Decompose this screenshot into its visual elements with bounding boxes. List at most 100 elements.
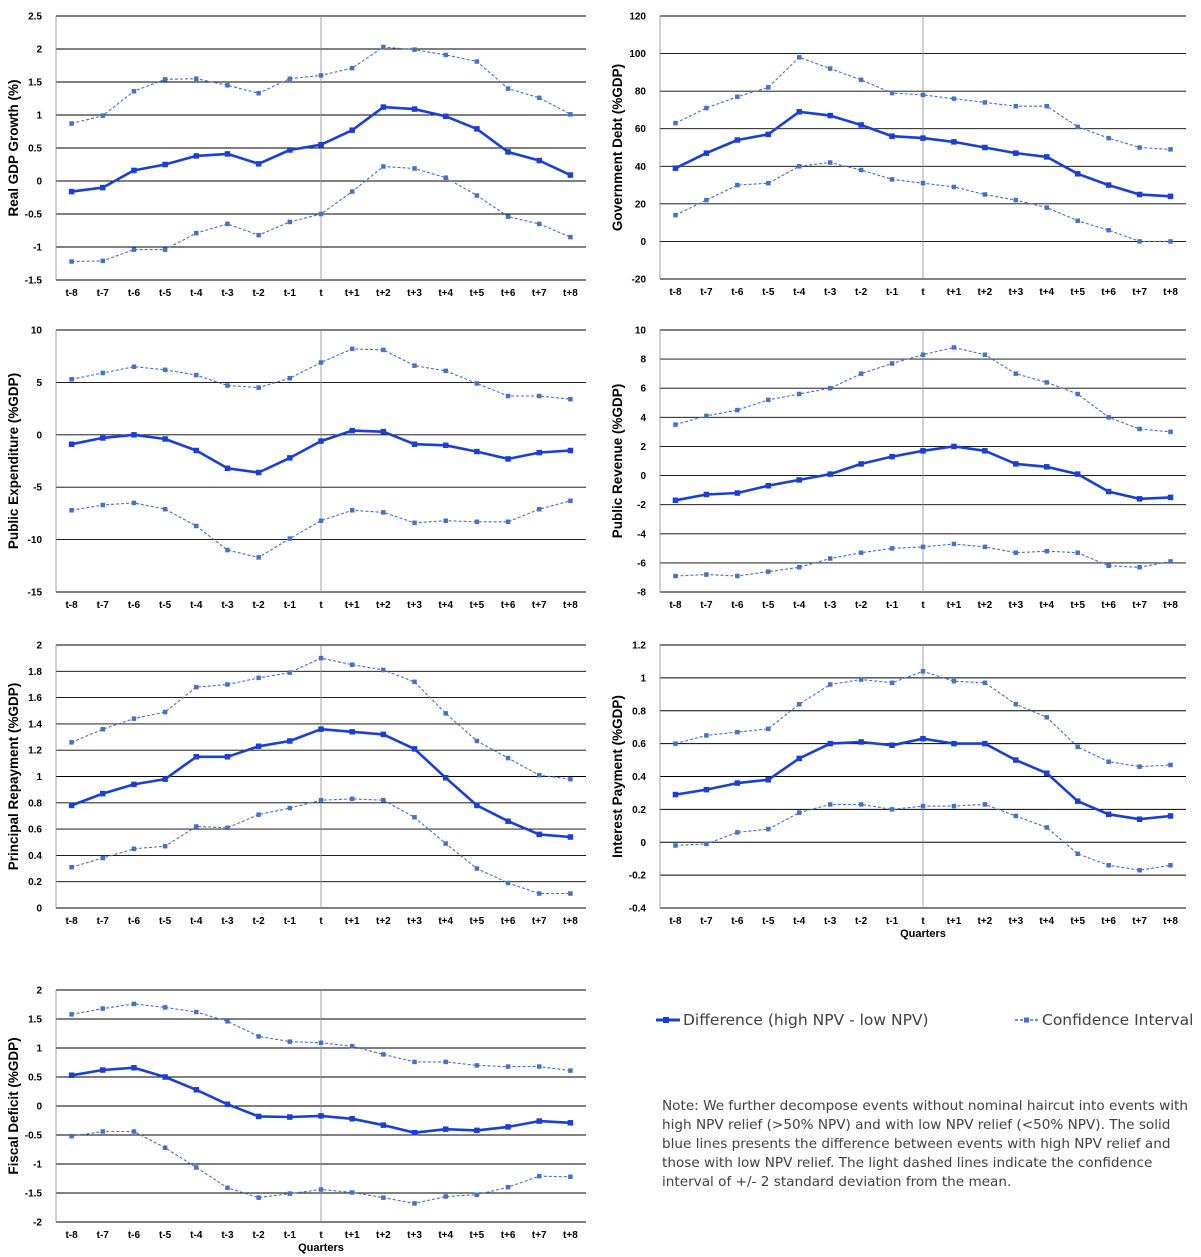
x-tick-label: t+8 (1163, 916, 1178, 927)
data-point-confidence (194, 76, 199, 81)
x-axis-title: Quarters (298, 1242, 344, 1254)
data-point-difference (380, 428, 387, 435)
data-point-confidence (381, 1195, 386, 1200)
data-point-confidence (131, 1001, 137, 1007)
data-point-confidence (1168, 239, 1173, 244)
y-tick-label: 0.6 (28, 825, 42, 836)
y-tick-label: 100 (629, 49, 646, 60)
y-tick-label: -10 (28, 535, 43, 546)
y-tick-label: 2 (640, 442, 646, 453)
data-point-confidence (1168, 429, 1173, 435)
x-tick-label: t+3 (407, 916, 422, 927)
data-point-difference (474, 126, 480, 132)
data-point-confidence (827, 385, 833, 391)
data-point-confidence (536, 221, 542, 227)
data-point-difference (162, 776, 168, 782)
x-tick-label: t+3 (407, 600, 422, 611)
data-point-difference (505, 1124, 511, 1130)
y-tick-label: 0 (640, 471, 646, 482)
y-tick-label: -2 (33, 1218, 42, 1229)
data-point-confidence (256, 555, 261, 560)
data-point-confidence (349, 189, 355, 194)
data-point-difference (951, 443, 957, 450)
y-axis-title: Interest Payment (%GDP) (610, 695, 625, 858)
data-point-confidence (381, 164, 386, 169)
data-point-confidence (1013, 701, 1019, 707)
x-tick-label: t-6 (128, 1230, 141, 1241)
x-tick-label: t+6 (501, 288, 516, 299)
y-tick-label: 1 (36, 111, 42, 122)
data-point-difference (827, 740, 833, 747)
x-tick-label: t+8 (1163, 600, 1178, 611)
data-point-confidence (443, 52, 448, 58)
data-point-difference (193, 1087, 200, 1093)
x-tick-label: t+3 (1008, 287, 1023, 298)
y-tick-label: 1.5 (28, 1015, 42, 1026)
data-point-difference (672, 497, 679, 504)
data-point-confidence (1013, 371, 1019, 376)
x-tick-label: t-8 (65, 1230, 78, 1241)
data-point-confidence (194, 230, 199, 236)
x-tick-label: t+4 (438, 600, 453, 611)
data-point-confidence (194, 684, 199, 690)
y-tick-label: 0.5 (28, 144, 42, 155)
data-point-confidence (505, 880, 511, 886)
x-tick-label: t-7 (97, 916, 110, 927)
x-tick-label: t-6 (128, 288, 141, 299)
y-tick-label: 0.8 (632, 706, 646, 717)
data-point-difference (442, 775, 449, 781)
data-point-confidence (287, 219, 293, 225)
data-point-difference (100, 184, 106, 191)
data-point-confidence (318, 1187, 324, 1192)
x-tick-label: t-2 (855, 287, 868, 298)
y-tick-label: 1.5 (28, 78, 42, 89)
data-point-difference (982, 448, 988, 454)
x-tick-label: t+7 (1132, 600, 1147, 611)
y-tick-label: -2 (637, 500, 646, 511)
data-point-confidence (131, 500, 137, 506)
data-point-confidence (287, 375, 293, 381)
data-point-difference (1044, 464, 1050, 470)
data-point-confidence (412, 1059, 417, 1065)
data-point-difference (536, 1118, 542, 1124)
data-point-confidence (474, 519, 480, 525)
data-point-confidence (225, 1185, 230, 1191)
data-point-confidence (1013, 813, 1019, 819)
data-point-confidence (920, 180, 926, 186)
data-point-confidence (951, 184, 957, 190)
y-tick-label: -1.5 (25, 276, 43, 287)
data-point-difference (505, 818, 511, 824)
x-tick-label: t-5 (762, 916, 775, 927)
x-tick-label: t-1 (284, 916, 297, 927)
y-tick-label: 2 (36, 45, 42, 56)
data-point-confidence (474, 193, 480, 198)
data-point-confidence (131, 1129, 137, 1134)
data-point-confidence (194, 372, 199, 378)
data-point-difference (827, 471, 833, 477)
data-point-confidence (162, 506, 168, 512)
data-point-confidence (287, 1191, 293, 1196)
data-point-confidence (568, 112, 573, 117)
data-point-confidence (735, 573, 740, 579)
data-point-confidence (412, 166, 417, 171)
x-tick-label: t+1 (345, 1230, 360, 1241)
data-point-difference (858, 461, 864, 467)
data-point-confidence (100, 726, 106, 732)
data-point-confidence (69, 1012, 74, 1017)
data-point-confidence (889, 807, 895, 812)
data-point-confidence (568, 1174, 573, 1180)
y-tick-label: 0.2 (632, 805, 646, 816)
data-point-difference (889, 133, 895, 139)
y-tick-label: 6 (640, 384, 646, 395)
x-tick-label: t-8 (669, 287, 682, 298)
y-tick-label: 0 (36, 430, 42, 441)
data-point-confidence (1137, 565, 1142, 570)
x-tick-label: t+2 (376, 1230, 391, 1241)
y-tick-label: -0.5 (25, 1131, 43, 1142)
data-point-confidence (225, 547, 230, 553)
data-point-difference (224, 151, 231, 157)
x-tick-label: t-7 (700, 600, 713, 611)
data-point-difference (287, 1114, 293, 1120)
data-point-confidence (412, 815, 417, 820)
data-point-confidence (1168, 147, 1173, 152)
